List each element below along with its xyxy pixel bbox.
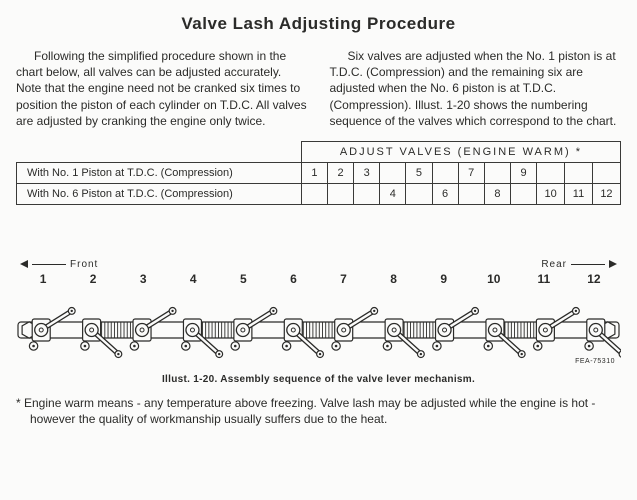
arrow-left-icon — [20, 260, 28, 268]
table-row: With No. 1 Piston at T.D.C. (Compression… — [17, 162, 621, 183]
cell — [484, 162, 510, 183]
valve-adjust-table: ADJUST VALVES (ENGINE WARM) * With No. 1… — [16, 141, 621, 205]
cell — [458, 183, 484, 204]
cell: 8 — [484, 183, 510, 204]
cell — [354, 183, 380, 204]
intro-columns: Following the simplified procedure shown… — [16, 48, 621, 129]
cell — [301, 183, 327, 204]
table-header: ADJUST VALVES (ENGINE WARM) * — [301, 141, 620, 162]
cell: 3 — [354, 162, 380, 183]
cell: 10 — [537, 183, 565, 204]
front-arrow: Front — [20, 259, 98, 270]
cell — [327, 183, 353, 204]
illustration-caption: Illust. 1-20. Assembly sequence of the v… — [16, 374, 621, 385]
cell: 7 — [458, 162, 484, 183]
cell — [380, 162, 406, 183]
cell — [592, 162, 620, 183]
illustration-id: FEA-75310 — [575, 358, 615, 365]
cell — [565, 162, 593, 183]
row1-label: With No. 1 Piston at T.D.C. (Compression… — [17, 162, 302, 183]
cell — [406, 183, 432, 204]
valve-numbers: 1 2 3 4 5 6 7 8 9 10 11 12 — [16, 272, 621, 286]
cell: 9 — [510, 162, 536, 183]
cell — [510, 183, 536, 204]
rear-label: Rear — [541, 259, 567, 270]
intro-para-right: Six valves are adjusted when the No. 1 p… — [330, 48, 622, 129]
cell: 11 — [565, 183, 593, 204]
valve-mechanism-svg — [16, 286, 621, 366]
cell: 1 — [301, 162, 327, 183]
cell: 6 — [432, 183, 458, 204]
diagram: Front Rear 1 2 3 4 5 6 7 8 9 10 11 12 FE… — [16, 259, 621, 366]
cell: 4 — [380, 183, 406, 204]
cell: 12 — [592, 183, 620, 204]
table-row: With No. 6 Piston at T.D.C. (Compression… — [17, 183, 621, 204]
rear-arrow: Rear — [541, 259, 617, 270]
row2-label: With No. 6 Piston at T.D.C. (Compression… — [17, 183, 302, 204]
cell — [537, 162, 565, 183]
page-title: Valve Lash Adjusting Procedure — [16, 14, 621, 34]
cell — [432, 162, 458, 183]
footnote: * Engine warm means - any temperature ab… — [16, 395, 621, 427]
arrow-right-icon — [609, 260, 617, 268]
front-label: Front — [70, 259, 98, 270]
intro-para-left: Following the simplified procedure shown… — [16, 48, 308, 129]
cell: 5 — [406, 162, 432, 183]
cell: 2 — [327, 162, 353, 183]
